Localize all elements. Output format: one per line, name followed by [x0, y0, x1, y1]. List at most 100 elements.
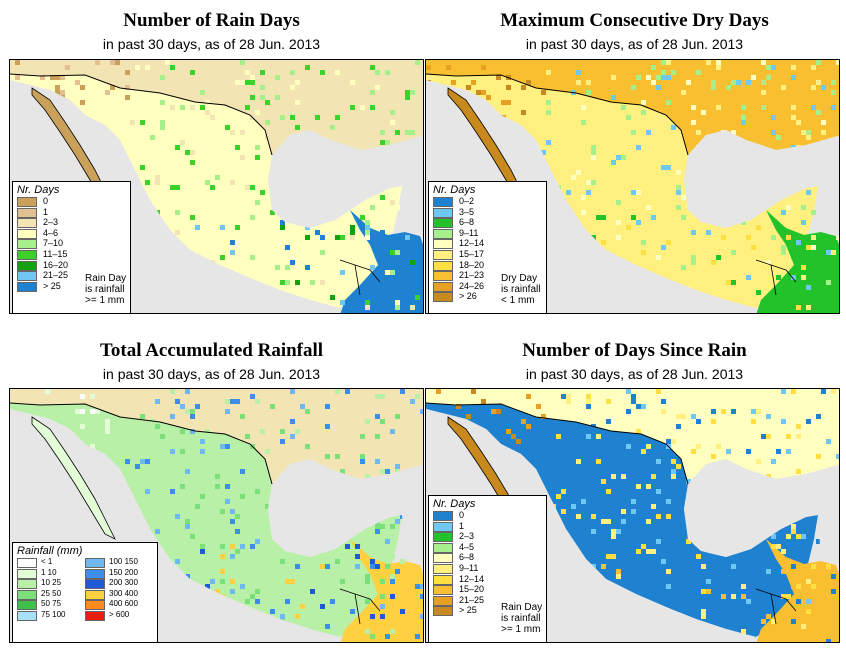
grid-cell	[195, 504, 200, 509]
grid-cell	[671, 439, 676, 444]
grid-cell	[656, 549, 661, 554]
grid-cell	[626, 409, 631, 414]
grid-cell	[711, 454, 716, 459]
grid-cell	[255, 200, 260, 205]
grid-cell	[631, 85, 636, 90]
legend-item: 25 50 300 400	[13, 589, 157, 601]
panel-4-title: Number of Days Since Rain	[522, 340, 747, 361]
grid-cell	[781, 245, 786, 250]
legend-label: 0–2	[459, 196, 475, 206]
grid-cell	[756, 225, 761, 230]
grid-cell	[190, 105, 195, 110]
grid-cell	[536, 404, 541, 409]
grid-cell	[651, 235, 656, 240]
legend-item: 0	[429, 510, 546, 522]
grid-cell	[200, 449, 205, 454]
grid-cell	[195, 175, 200, 180]
grid-cell	[360, 290, 365, 295]
grid-cell	[265, 504, 270, 509]
grid-cell	[220, 569, 225, 574]
grid-cell	[190, 409, 195, 414]
grid-cell	[801, 589, 806, 594]
grid-cell	[360, 105, 365, 110]
grid-cell	[766, 65, 771, 70]
grid-cell	[205, 429, 210, 434]
grid-cell	[55, 85, 60, 90]
grid-cell	[260, 479, 265, 484]
grid-cell	[646, 155, 651, 160]
grid-cell	[255, 155, 260, 160]
legend-label: 21–23	[459, 270, 485, 281]
grid-cell	[160, 434, 165, 439]
grid-cell	[225, 469, 230, 474]
grid-cell	[596, 125, 601, 130]
grid-cell	[836, 60, 839, 65]
grid-cell	[360, 459, 365, 464]
grid-cell	[320, 604, 325, 609]
legend-swatch	[17, 260, 37, 271]
grid-cell	[436, 389, 441, 394]
legend-label: 18–20	[459, 259, 485, 270]
grid-cell	[230, 554, 235, 559]
grid-cell	[155, 399, 160, 404]
grid-cell	[305, 65, 310, 70]
grid-cell	[671, 125, 676, 130]
grid-cell	[716, 60, 721, 65]
grid-cell	[771, 235, 776, 240]
grid-cell	[245, 434, 250, 439]
grid-cell	[285, 280, 290, 285]
grid-cell	[661, 75, 666, 80]
grid-cell	[581, 140, 586, 145]
grid-cell	[811, 105, 816, 110]
grid-cell	[626, 240, 631, 245]
grid-cell	[395, 305, 400, 310]
grid-cell	[195, 484, 200, 489]
grid-cell	[305, 225, 310, 230]
grid-cell	[591, 529, 596, 534]
grid-cell	[275, 609, 280, 614]
grid-cell	[561, 394, 566, 399]
grid-cell	[691, 255, 696, 260]
grid-cell	[280, 429, 285, 434]
grid-cell	[641, 544, 646, 549]
legend-label: 50 75	[41, 599, 62, 609]
legend-label: 12–14	[459, 573, 485, 584]
grid-cell	[205, 110, 210, 115]
grid-cell	[365, 579, 370, 584]
grid-cell	[791, 584, 796, 589]
grid-cell	[761, 90, 766, 95]
grid-cell	[781, 250, 786, 255]
grid-cell	[255, 589, 260, 594]
grid-cell	[791, 389, 796, 394]
grid-cell	[215, 474, 220, 479]
grid-cell	[666, 165, 671, 170]
legend-item: 15–20	[429, 584, 546, 596]
grid-cell	[731, 564, 736, 569]
grid-cell	[235, 225, 240, 230]
grid-cell	[741, 105, 746, 110]
grid-cell	[626, 519, 631, 524]
grid-cell	[395, 250, 400, 255]
grid-cell	[471, 80, 476, 85]
grid-cell	[731, 594, 736, 599]
grid-cell	[290, 434, 295, 439]
grid-cell	[390, 579, 395, 584]
grid-cell	[786, 594, 791, 599]
grid-cell	[616, 200, 621, 205]
grid-cell	[250, 504, 255, 509]
baja-peninsula	[31, 416, 116, 540]
legend-swatch	[433, 249, 453, 260]
grid-cell	[591, 180, 596, 185]
legend-rows: 0 1 2–3 4–6 7–10 11–15 16–20 21–25 > 25	[13, 196, 130, 292]
grid-cell	[801, 275, 806, 280]
grid-cell	[701, 589, 706, 594]
grid-cell	[626, 444, 631, 449]
grid-cell	[606, 419, 611, 424]
grid-cell	[175, 399, 180, 404]
grid-cell	[260, 95, 265, 100]
grid-cell	[75, 80, 80, 85]
grid-cell	[225, 409, 230, 414]
grid-cell	[230, 589, 235, 594]
legend-swatch	[17, 271, 37, 282]
grid-cell	[245, 599, 250, 604]
